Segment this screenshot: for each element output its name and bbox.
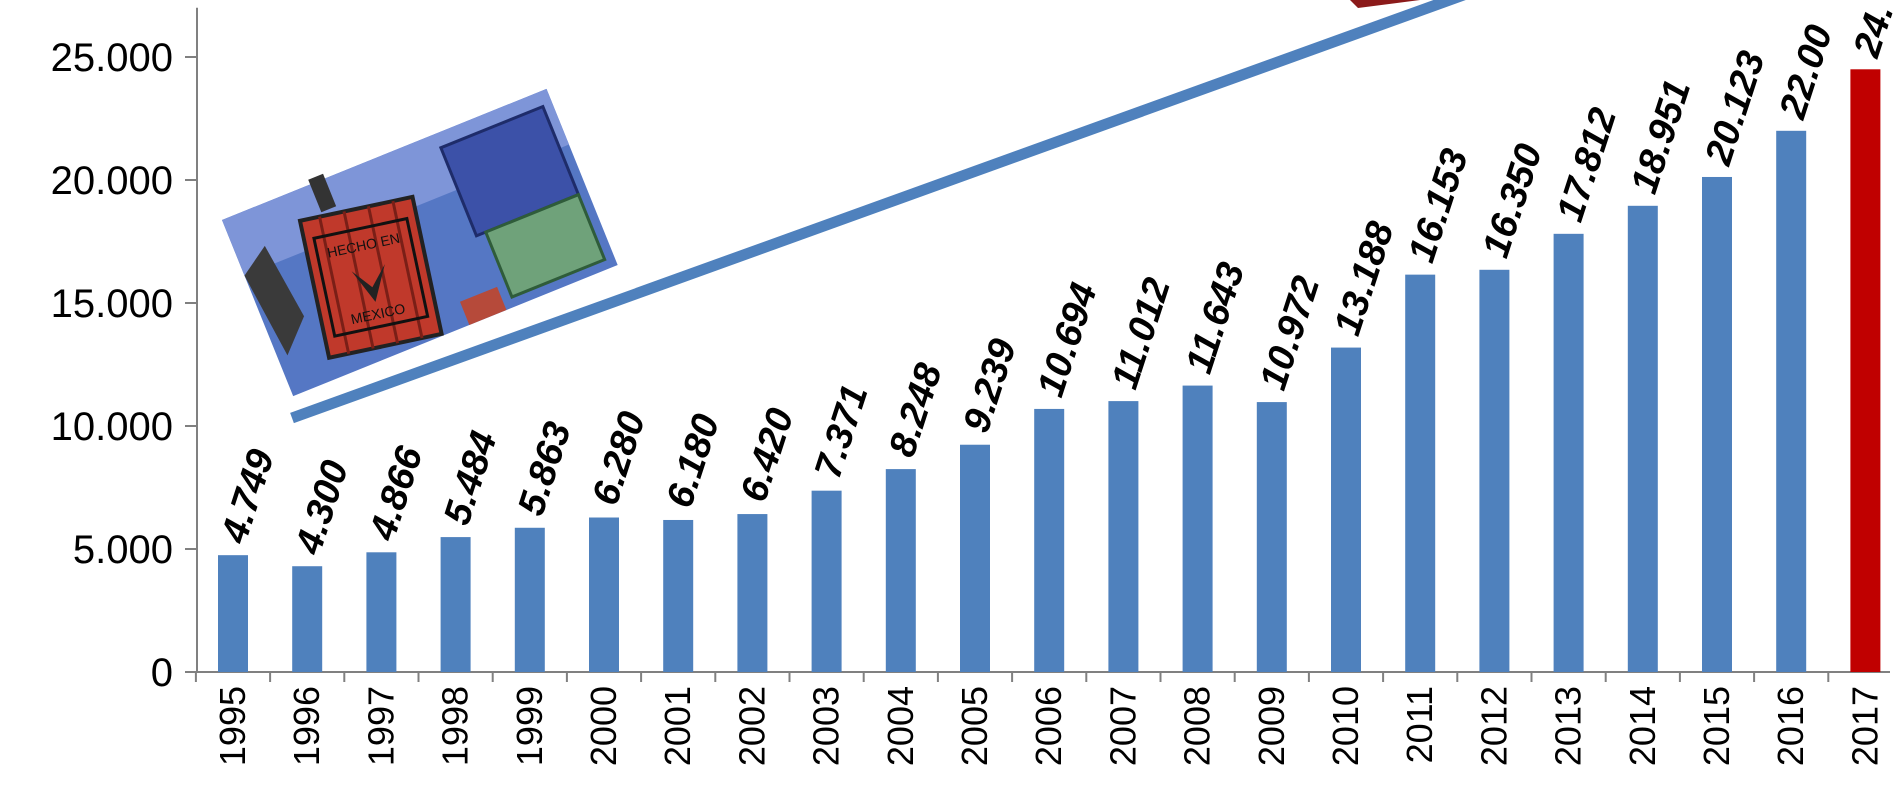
stamp-eagle-icon	[351, 264, 385, 302]
arrow-head-icon	[1350, 0, 1420, 8]
containers-photo: HECHO EN MEXICO	[222, 88, 618, 397]
bar	[1034, 408, 1065, 672]
x-tick-label: 2008	[1177, 686, 1218, 766]
bar	[1108, 401, 1139, 672]
x-tick-label: 2015	[1696, 686, 1737, 766]
data-label: 16.350	[1475, 139, 1551, 263]
data-label: 13.188	[1327, 216, 1403, 340]
data-label: 22.00	[1772, 20, 1842, 124]
bar	[1627, 205, 1658, 672]
x-tick-label: 2005	[954, 686, 995, 766]
bar	[218, 555, 248, 672]
bar	[1182, 385, 1213, 672]
bar	[1479, 269, 1510, 672]
x-tick-label: 2000	[583, 686, 624, 766]
bar	[663, 519, 694, 672]
data-label: 11.643	[1178, 258, 1253, 379]
bar	[514, 527, 545, 672]
data-label: 4.866	[362, 441, 432, 546]
y-tick-label: 15.000	[51, 282, 173, 326]
x-tick-label: 2004	[880, 686, 921, 766]
bar	[589, 517, 619, 672]
x-tick-label: 2014	[1622, 686, 1663, 766]
bar	[366, 552, 397, 672]
data-label: 6.420	[733, 403, 802, 506]
x-axis-labels: 1995 1996 1997 1998 1999 2000 2001 2002 2003 2004…	[194, 672, 1885, 766]
bar	[1776, 130, 1807, 673]
photo-small-container	[459, 286, 507, 325]
x-tick-label: 2003	[806, 686, 847, 766]
x-tick-label: 1997	[360, 686, 401, 766]
data-label: 8.248	[881, 358, 951, 462]
data-label: 4.749	[213, 445, 283, 549]
data-label: 24.	[1846, 0, 1895, 63]
bar	[1405, 274, 1436, 672]
data-label: 10.694	[1030, 278, 1106, 402]
y-tick-label: 20.000	[51, 159, 173, 203]
bar	[1850, 69, 1881, 673]
x-tick-label: 2010	[1325, 686, 1366, 766]
bars	[218, 69, 1881, 673]
bar	[1331, 347, 1361, 672]
x-tick-label: 2002	[731, 686, 772, 766]
x-tick-label: 2017	[1844, 686, 1885, 766]
data-label: 4.300	[288, 456, 358, 560]
x-tick-label: 1995	[212, 686, 253, 766]
x-tick-label: 2013	[1548, 686, 1589, 766]
y-tick-label: 5.000	[73, 528, 173, 572]
y-tick-label: 10.000	[51, 405, 173, 449]
bar	[1256, 402, 1287, 672]
data-label: 18.951	[1623, 75, 1699, 199]
bar	[737, 514, 768, 672]
data-label: 20.123	[1697, 46, 1773, 170]
bar	[811, 490, 842, 672]
trend-arrow-line	[290, 0, 1466, 424]
photo-crane-arm	[244, 245, 305, 356]
photo-cable	[308, 173, 337, 213]
bar	[1702, 176, 1732, 673]
data-label: 17.812	[1549, 103, 1625, 227]
x-tick-label: 1996	[286, 686, 327, 766]
bar	[960, 444, 990, 672]
x-tick-label: 2016	[1770, 686, 1811, 766]
data-label: 7.371	[807, 380, 876, 483]
x-tick-label: 2012	[1473, 686, 1514, 766]
data-label: 16.153	[1401, 144, 1477, 268]
data-label: 10.972	[1252, 271, 1328, 395]
data-label: 6.280	[585, 407, 654, 510]
x-tick-label: 2006	[1028, 686, 1069, 766]
x-tick-label: 2007	[1102, 686, 1143, 766]
photo-red-container	[297, 194, 444, 361]
y-tick-label: 25.000	[51, 36, 173, 80]
x-tick-label: 2001	[657, 686, 698, 766]
data-label: 5.484	[436, 426, 505, 529]
bar	[1553, 233, 1584, 672]
data-label: 9.239	[956, 334, 1025, 437]
data-label: 5.863	[510, 417, 579, 520]
photo-green-container	[483, 192, 607, 299]
bar	[440, 537, 471, 672]
y-axis-ticks: 0 5.000 10.000 15.000 20.000 25.000	[51, 36, 197, 695]
bar	[885, 469, 916, 672]
y-tick-label: 0	[151, 651, 173, 695]
x-tick-label: 1998	[435, 686, 476, 766]
x-tick-label: 1999	[509, 686, 550, 766]
bar	[292, 566, 323, 672]
data-label: 6.180	[659, 409, 728, 512]
x-tick-label: 2009	[1251, 686, 1292, 766]
x-tick-label: 2011	[1399, 686, 1440, 763]
data-label: 11.012	[1104, 273, 1179, 394]
